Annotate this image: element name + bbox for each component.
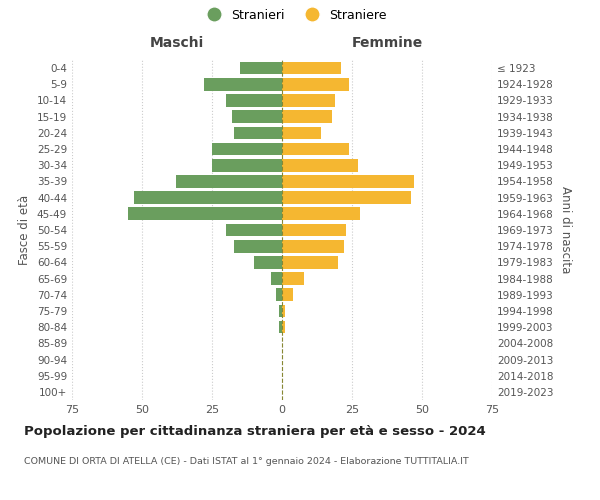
Legend: Stranieri, Straniere: Stranieri, Straniere [199,6,389,24]
Text: Maschi: Maschi [150,36,204,50]
Bar [282,224,346,236]
Bar [282,110,332,123]
Y-axis label: Anni di nascita: Anni di nascita [559,186,572,274]
Bar [134,192,282,204]
Y-axis label: Fasce di età: Fasce di età [19,195,31,265]
Bar [282,192,411,204]
Bar [235,126,282,139]
Bar [282,304,285,318]
Bar [282,288,293,301]
Bar [232,110,282,123]
Bar [282,126,321,139]
Bar [282,272,304,285]
Bar [277,288,282,301]
Bar [254,256,282,268]
Text: COMUNE DI ORTA DI ATELLA (CE) - Dati ISTAT al 1° gennaio 2024 - Elaborazione TUT: COMUNE DI ORTA DI ATELLA (CE) - Dati IST… [24,458,469,466]
Bar [282,240,344,252]
Bar [282,159,358,172]
Bar [240,62,282,74]
Bar [279,321,282,334]
Bar [282,321,285,334]
Text: Femmine: Femmine [352,36,422,50]
Bar [212,159,282,172]
Bar [282,256,338,268]
Bar [128,208,282,220]
Bar [235,240,282,252]
Bar [282,62,341,74]
Bar [282,94,335,107]
Bar [279,304,282,318]
Bar [226,224,282,236]
Text: Popolazione per cittadinanza straniera per età e sesso - 2024: Popolazione per cittadinanza straniera p… [24,425,486,438]
Bar [282,142,349,156]
Bar [203,78,282,90]
Bar [176,175,282,188]
Bar [212,142,282,156]
Bar [271,272,282,285]
Bar [282,175,413,188]
Bar [282,78,349,90]
Bar [226,94,282,107]
Bar [282,208,361,220]
